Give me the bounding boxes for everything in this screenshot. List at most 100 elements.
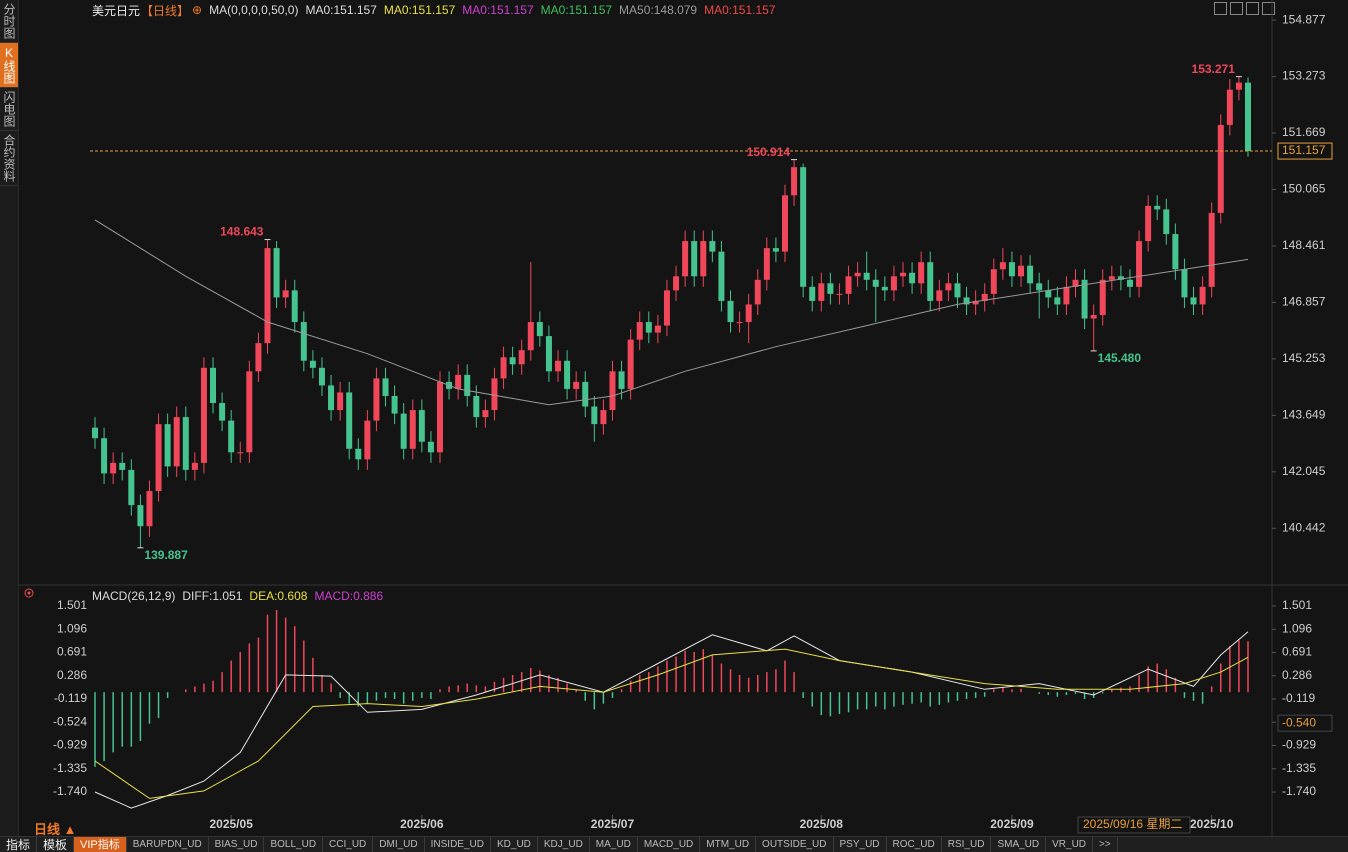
icon[interactable] (1262, 2, 1275, 15)
toolbar-tab[interactable]: MA_UD (590, 837, 638, 852)
toolbar-tab[interactable]: >> (1093, 837, 1118, 852)
toolbar-tab[interactable]: SMA_UD (991, 837, 1047, 852)
toolbar-tab[interactable]: VIP指标 (74, 837, 127, 852)
candle-body (464, 374, 471, 396)
candle-body (436, 381, 443, 453)
toolbar-tab[interactable]: MTM_UD (700, 837, 757, 852)
toolbar-tab[interactable]: MACD_UD (638, 837, 701, 852)
candle-body (210, 367, 217, 404)
candle-body (636, 322, 643, 340)
macd-icon-dot (27, 591, 31, 595)
candle-body (101, 438, 108, 474)
candle-body (663, 290, 670, 326)
toolbar-tab[interactable]: ROC_UD (887, 837, 942, 852)
x-tick-label: 2025/09 (990, 817, 1034, 831)
toolbar-tab[interactable]: BARUPDN_UD (127, 837, 209, 852)
candle-body (999, 262, 1006, 270)
candle-body (246, 371, 253, 453)
candle-body (346, 392, 353, 449)
candle-body (1036, 283, 1043, 291)
toolbar-tab[interactable]: PSY_UD (834, 837, 887, 852)
toolbar-tab[interactable]: OUTSIDE_UD (756, 837, 834, 852)
legend-item: MA0:151.157 (704, 3, 776, 17)
candle-body (137, 505, 144, 527)
toolbar-tab[interactable]: VR_UD (1046, 837, 1094, 852)
y-tick-label: 153.273 (1282, 69, 1326, 83)
side-tab[interactable]: K线图 (0, 43, 18, 88)
candle-body (373, 378, 380, 421)
candle-body (800, 167, 807, 287)
icon[interactable] (1214, 2, 1227, 15)
candle-body (1145, 205, 1152, 242)
toolbar-tab[interactable]: 指标 (0, 837, 38, 852)
candle-body (555, 360, 562, 372)
toolbar-tab[interactable]: KD_UD (491, 837, 538, 852)
toolbar-tab[interactable]: INSIDE_UD (425, 837, 491, 852)
annotation: 145.480 (1098, 351, 1142, 365)
candle-body (119, 462, 126, 470)
candle-body (328, 385, 335, 411)
toolbar-tab[interactable]: BIAS_UD (209, 837, 265, 852)
candle-body (228, 420, 235, 453)
candle-body (155, 424, 162, 492)
toolbar-tab[interactable]: 模板 (37, 837, 75, 852)
x-tick-label: 2025/06 (400, 817, 444, 831)
candle-body (409, 410, 416, 449)
candle-body (482, 410, 489, 418)
candle-body (1245, 82, 1251, 152)
candle-body (900, 272, 907, 277)
candle-body (1045, 290, 1052, 298)
candle-body (527, 322, 534, 351)
icon[interactable] (1230, 2, 1243, 15)
candle-body (1226, 89, 1233, 125)
toolbar-tab[interactable]: CCI_UD (323, 837, 374, 852)
candle-body (682, 241, 689, 277)
candle-body (1126, 279, 1133, 287)
candle-body (1063, 286, 1070, 305)
candle-body (1190, 297, 1197, 305)
candle-body (219, 403, 226, 421)
candle-body (255, 343, 262, 372)
macd-legend: MACD(26,12,9) DIFF:1.051 DEA:0.608 MACD:0.… (92, 588, 383, 604)
candle-body (881, 286, 888, 291)
candle-body (691, 241, 698, 277)
period-select[interactable]: 日线 ▲ (34, 822, 77, 837)
candle-body (1117, 276, 1124, 280)
candle-body (709, 241, 716, 252)
candle-body (909, 272, 916, 284)
candle-body (818, 283, 825, 301)
candle-body (1154, 205, 1161, 210)
candle-body (291, 290, 298, 323)
toolbar-tab[interactable]: KDJ_UD (538, 837, 590, 852)
side-tab[interactable]: 合约资料 (0, 131, 18, 186)
macd-title: MACD(26,12,9) (92, 589, 176, 603)
add-icon[interactable]: ⊕ (192, 3, 203, 17)
side-tab[interactable]: 闪电图 (0, 88, 18, 131)
y-tick-label: -0.929 (1282, 738, 1316, 752)
toolbar-tab[interactable]: BOLL_UD (264, 837, 324, 852)
toolbar-tab[interactable]: DMI_UD (373, 837, 425, 852)
legend-item: DIFF:1.051 (182, 589, 243, 603)
toolbar-tab[interactable]: RSI_UD (942, 837, 992, 852)
candle-body (182, 417, 189, 470)
y-tick-label: 151.669 (1282, 125, 1326, 139)
icon[interactable] (1246, 2, 1259, 15)
candle-body (536, 322, 543, 337)
candle-body (854, 272, 861, 277)
legend-item: MA0:151.157 (305, 3, 377, 17)
side-tab[interactable]: 分时图 (0, 0, 18, 43)
candle-body (300, 322, 307, 361)
candle-body (337, 392, 344, 411)
y-tick-label: 140.442 (1282, 520, 1326, 534)
candle-body (427, 441, 434, 453)
y-tick-label: -1.335 (1282, 761, 1316, 775)
y-tick-label-left: -1.335 (53, 761, 87, 775)
candle-body (918, 262, 925, 284)
candle-body (673, 276, 680, 291)
candle-body (627, 339, 634, 389)
candle-body (573, 381, 580, 389)
y-tick-label: 1.501 (1282, 598, 1312, 612)
candle-body (736, 322, 743, 324)
